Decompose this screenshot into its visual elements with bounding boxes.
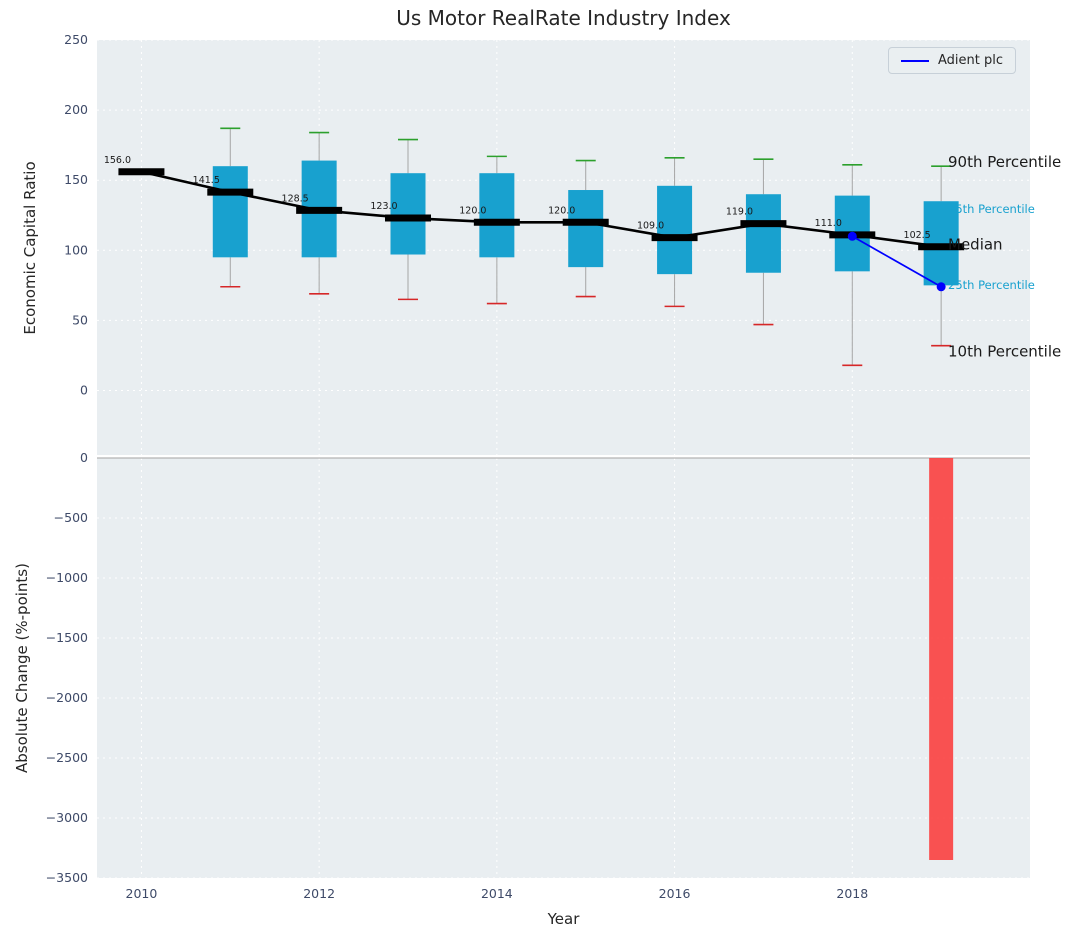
x-tick-label: 2010 bbox=[126, 886, 158, 901]
y-tick-label-bottom: −1500 bbox=[46, 630, 88, 645]
y-axis-label-bottom: Absolute Change (%-points) bbox=[13, 563, 31, 773]
x-tick-label: 2018 bbox=[836, 886, 868, 901]
median-label: 123.0 bbox=[370, 201, 397, 212]
y-tick-label-bottom: −3000 bbox=[46, 810, 88, 825]
legend-line-sample bbox=[901, 59, 929, 62]
median-label: 128.5 bbox=[282, 193, 309, 204]
median-label: 141.5 bbox=[193, 175, 220, 186]
x-tick-label: 2016 bbox=[659, 886, 691, 901]
y-tick-label-top: 100 bbox=[64, 242, 88, 257]
median-label: 156.0 bbox=[104, 155, 131, 166]
y-tick-label-top: 50 bbox=[72, 312, 88, 327]
median-labels: 156.0 141.5 128.5 123.0 120.0 120.0 109.0 119.0… bbox=[104, 155, 931, 241]
x-tick-label: 2014 bbox=[481, 886, 513, 901]
gridlines bbox=[97, 39, 1030, 879]
plot-backgrounds bbox=[97, 40, 1030, 878]
annotation-90th-percentile: 90th Percentile bbox=[948, 153, 1061, 171]
percentile-box bbox=[212, 166, 248, 258]
y-tick-label-bottom: −1000 bbox=[46, 570, 88, 585]
annotation-10th-percentile: 10th Percentile bbox=[948, 342, 1061, 360]
y-tick-label-top: 250 bbox=[64, 32, 88, 47]
percentile-box bbox=[479, 173, 515, 258]
x-axis-label: Year bbox=[547, 910, 580, 928]
tick-labels: 250 200 150 100 50 0 0 −500 −1000 −1500 −2000 −2500… bbox=[46, 32, 869, 901]
annotation-median: Median bbox=[948, 236, 1003, 254]
median-label: 111.0 bbox=[815, 218, 842, 229]
chart-title: Us Motor RealRate Industry Index bbox=[396, 6, 731, 30]
percentile-box bbox=[568, 190, 604, 268]
boxes bbox=[212, 160, 959, 286]
annotation-25th-percentile: 25th Percentile bbox=[948, 278, 1035, 292]
median-label: 102.5 bbox=[904, 230, 931, 241]
annotation-75th-percentile: 75th Percentile bbox=[948, 202, 1035, 216]
percentile-box bbox=[390, 173, 426, 255]
median-label: 109.0 bbox=[637, 221, 664, 232]
percentile-box bbox=[923, 201, 959, 286]
median-label: 120.0 bbox=[459, 205, 486, 216]
change-bar bbox=[929, 458, 954, 860]
y-tick-label-top: 0 bbox=[80, 383, 88, 398]
median-label: 120.0 bbox=[548, 205, 575, 216]
whiskers bbox=[220, 127, 952, 367]
legend: Adient plc bbox=[888, 47, 1017, 74]
percentile-box bbox=[657, 185, 693, 275]
company-series bbox=[847, 231, 946, 292]
legend-label: Adient plc bbox=[938, 53, 1004, 68]
y-tick-label-top: 200 bbox=[64, 102, 88, 117]
y-tick-label-top: 150 bbox=[64, 172, 88, 187]
company-point bbox=[936, 282, 946, 292]
y-tick-label-bottom: 0 bbox=[80, 450, 88, 465]
median-label: 119.0 bbox=[726, 207, 753, 218]
y-axis-label-top: Economic Capital Ratio bbox=[21, 161, 39, 335]
x-tick-label: 2012 bbox=[303, 886, 335, 901]
y-tick-label-bottom: −3500 bbox=[46, 870, 88, 885]
y-tick-label-bottom: −2500 bbox=[46, 750, 88, 765]
percentile-box bbox=[745, 194, 781, 273]
annotations: 90th Percentile 75th Percentile Median 25th… bbox=[948, 153, 1061, 360]
company-point bbox=[847, 231, 857, 241]
bottom-plot bbox=[97, 457, 1030, 860]
y-tick-label-bottom: −500 bbox=[54, 510, 88, 525]
y-tick-label-bottom: −2000 bbox=[46, 690, 88, 705]
